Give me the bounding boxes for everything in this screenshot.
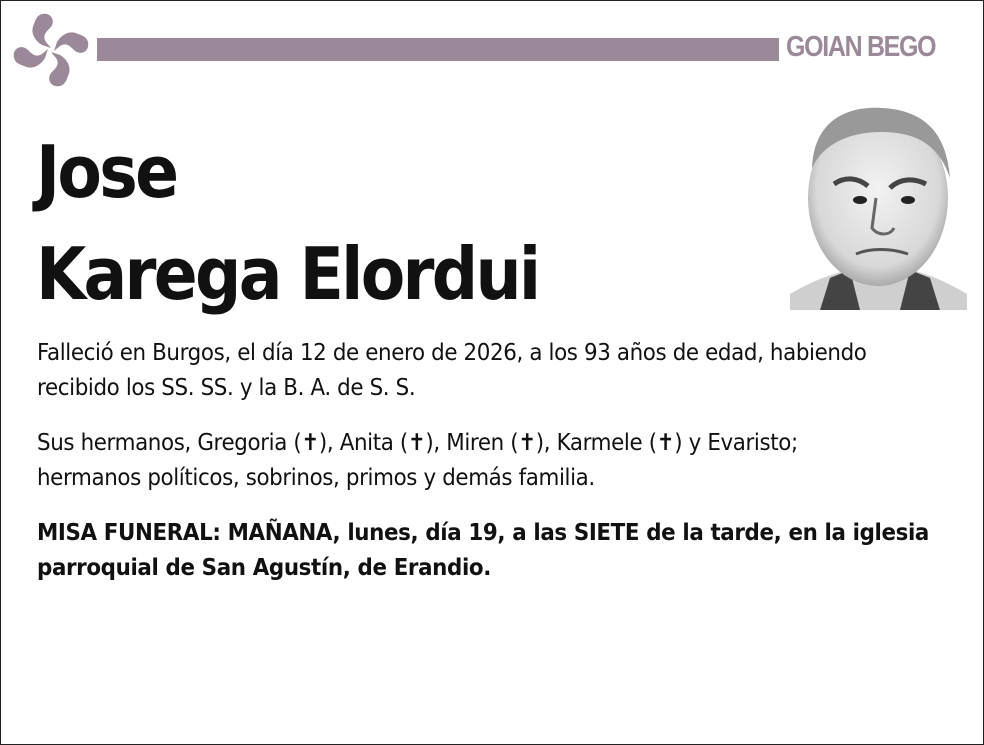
header-bar (97, 38, 779, 61)
death-details: Falleció en Burgos, el día 12 de enero d… (37, 340, 867, 401)
surnames: Karega Elordui (36, 232, 541, 316)
notice-body: Falleció en Burgos, el día 12 de enero d… (37, 336, 957, 606)
first-name: Jose (36, 130, 179, 214)
funeral-mass: MISA FUNERAL: MAÑANA, lunes, día 19, a l… (37, 520, 929, 581)
lauburu-icon (13, 13, 89, 87)
portrait-photo (790, 98, 967, 310)
family-list: Sus hermanos, Gregoria (✝), Anita (✝), M… (37, 430, 798, 491)
brand-title: GOIAN BEGO (786, 31, 937, 63)
